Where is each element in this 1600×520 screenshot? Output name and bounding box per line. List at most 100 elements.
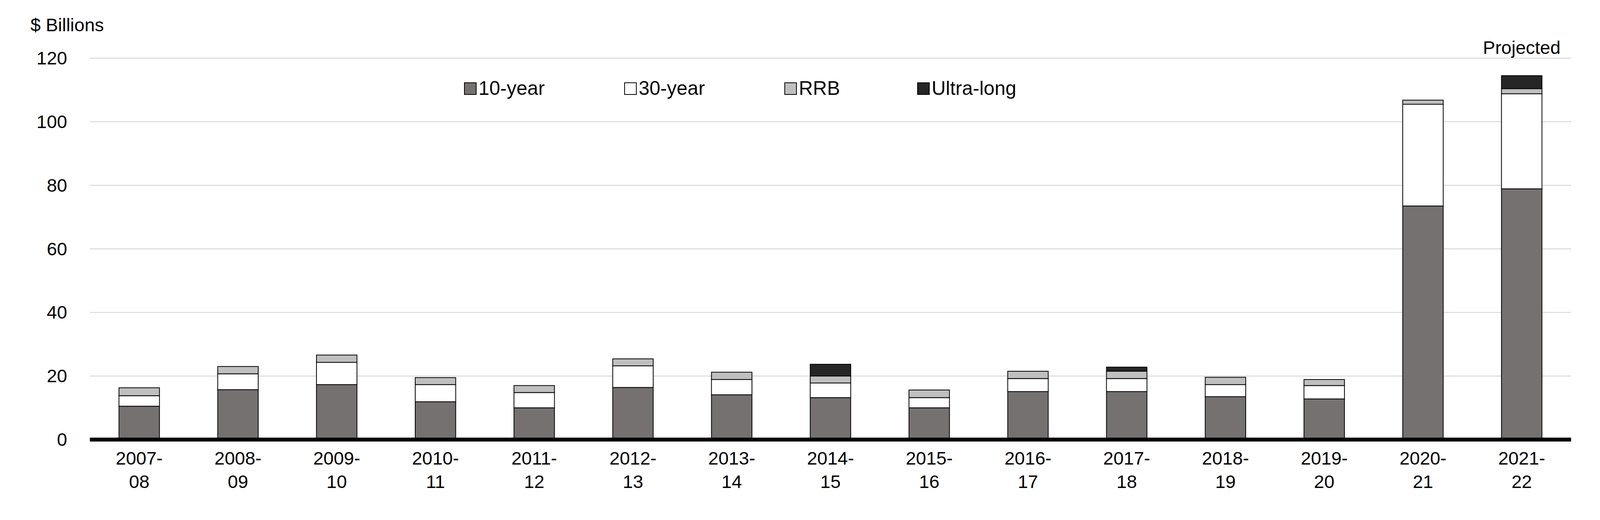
bar-segment bbox=[316, 355, 358, 356]
x-tick-label: 2007-08 bbox=[115, 448, 163, 493]
x-tick-label: 2008-09 bbox=[214, 448, 262, 493]
bar-segment bbox=[217, 366, 259, 375]
x-tick-label-line: 09 bbox=[227, 471, 249, 493]
bar-segment bbox=[1007, 371, 1049, 379]
x-tick-label-line: 21 bbox=[1412, 471, 1434, 493]
bar-segment bbox=[316, 355, 358, 363]
bar-segment bbox=[1106, 367, 1148, 372]
x-tick-label-line: 2008- bbox=[214, 448, 262, 469]
x-tick-label: 2011-12 bbox=[511, 448, 558, 493]
grid-line bbox=[89, 121, 1572, 123]
x-tick-label-line: 15 bbox=[820, 471, 841, 493]
bar-segment bbox=[1106, 391, 1148, 440]
x-tick-label-line: 17 bbox=[1017, 471, 1038, 493]
y-tick-label: 100 bbox=[36, 111, 68, 133]
bar-segment bbox=[612, 358, 654, 367]
legend-swatch bbox=[784, 82, 797, 95]
x-tick-label: 2015-16 bbox=[905, 448, 953, 493]
legend-label: 10-year bbox=[478, 77, 545, 100]
x-tick-label-line: 19 bbox=[1215, 471, 1236, 493]
grid-line bbox=[89, 439, 1572, 441]
grid-line bbox=[89, 312, 1572, 314]
bar-segment bbox=[1106, 378, 1148, 392]
x-tick-label-line: 2010- bbox=[412, 448, 459, 469]
x-tick-label-line: 2016- bbox=[1004, 448, 1052, 469]
x-tick-label: 2019-20 bbox=[1300, 448, 1348, 493]
bar-segment bbox=[612, 358, 654, 360]
bar-segment bbox=[514, 385, 555, 386]
x-tick-label: 2021-22 bbox=[1498, 448, 1545, 493]
bar-segment bbox=[1402, 100, 1444, 105]
x-tick-label-line: 2009- bbox=[313, 448, 361, 469]
x-tick-label-line: 2020- bbox=[1399, 448, 1447, 469]
x-tick-label-line: 18 bbox=[1116, 471, 1137, 493]
legend-swatch bbox=[464, 82, 477, 95]
bar-segment bbox=[415, 384, 456, 402]
legend-swatch bbox=[917, 82, 930, 95]
grid bbox=[89, 58, 1572, 440]
bar-segment bbox=[119, 387, 160, 396]
x-tick-label: 2012-13 bbox=[609, 448, 657, 493]
legend-label: Ultra-long bbox=[931, 77, 1017, 100]
bar-segment bbox=[316, 384, 358, 440]
bar-segment bbox=[1303, 399, 1345, 440]
x-tick-label: 2010-11 bbox=[412, 448, 459, 493]
bar-segment bbox=[514, 392, 555, 409]
bars bbox=[119, 75, 1543, 440]
bar-segment bbox=[1303, 379, 1345, 381]
x-tick-label-line: 2021- bbox=[1498, 448, 1545, 469]
x-axis-line bbox=[89, 437, 1572, 442]
x-tick-label-line: 2007- bbox=[115, 448, 163, 469]
y-tick-label: 60 bbox=[46, 238, 68, 260]
grid-line bbox=[89, 248, 1572, 250]
x-tick-label-line: 2011- bbox=[511, 448, 558, 469]
y-axis-label: $ Billions bbox=[30, 14, 104, 36]
x-tick-label: 2018-19 bbox=[1201, 448, 1249, 493]
y-tick-label: 20 bbox=[46, 365, 68, 387]
bar-segment bbox=[217, 373, 259, 390]
y-tick-label: 0 bbox=[57, 429, 68, 450]
bar-segment bbox=[810, 376, 851, 384]
annotation: Projected bbox=[1482, 37, 1561, 58]
bar-segment bbox=[1007, 391, 1049, 440]
bar-segment bbox=[1106, 371, 1148, 379]
x-tick-label-line: 11 bbox=[425, 471, 445, 493]
x-tick-label: 2020-21 bbox=[1399, 448, 1447, 493]
x-tick-label-line: 22 bbox=[1511, 471, 1532, 493]
bar-segment bbox=[1303, 379, 1345, 386]
bar-segment bbox=[1501, 88, 1543, 94]
y-tick-label: 80 bbox=[46, 175, 68, 196]
bar-segment bbox=[415, 377, 456, 385]
y-tick-label: 120 bbox=[36, 47, 68, 69]
bar-segment bbox=[1501, 189, 1543, 440]
bar-segment bbox=[1402, 100, 1444, 101]
x-tick-label-line: 12 bbox=[523, 471, 545, 493]
y-tick-label: 40 bbox=[46, 301, 68, 323]
x-tick-label: 2013-14 bbox=[708, 448, 756, 493]
x-tick-label-line: 2015- bbox=[905, 448, 953, 469]
x-tick-label-line: 13 bbox=[622, 471, 643, 493]
x-tick-label-line: 20 bbox=[1314, 471, 1335, 493]
x-tick-label-line: 2013- bbox=[708, 448, 756, 469]
bar-segment bbox=[711, 394, 752, 440]
bar-segment bbox=[908, 389, 950, 391]
x-tick-label-line: 2017- bbox=[1103, 448, 1150, 469]
legend: 10-year30-yearRRBUltra-long bbox=[464, 77, 1017, 100]
bar-segment bbox=[1501, 75, 1543, 89]
bar-segment bbox=[119, 396, 160, 407]
bar-segment bbox=[810, 364, 851, 377]
x-tick-label-line: 2012- bbox=[609, 448, 657, 469]
bar-segment bbox=[1303, 385, 1345, 400]
bar-segment bbox=[1205, 396, 1246, 440]
legend-label: 30-year bbox=[638, 77, 706, 100]
bar-segment bbox=[1402, 104, 1444, 207]
x-tick-label: 2009-10 bbox=[313, 448, 361, 493]
bar-segment bbox=[1205, 377, 1246, 378]
bar-segment bbox=[1205, 384, 1246, 397]
chart: 020406080100120$ Billions2007-082008-092… bbox=[0, 0, 1600, 520]
bar-segment bbox=[612, 366, 654, 388]
x-tick-label: 2016-17 bbox=[1004, 448, 1052, 493]
bar-segment bbox=[810, 383, 851, 398]
bar-segment bbox=[908, 390, 950, 399]
bar-segment bbox=[119, 387, 160, 389]
